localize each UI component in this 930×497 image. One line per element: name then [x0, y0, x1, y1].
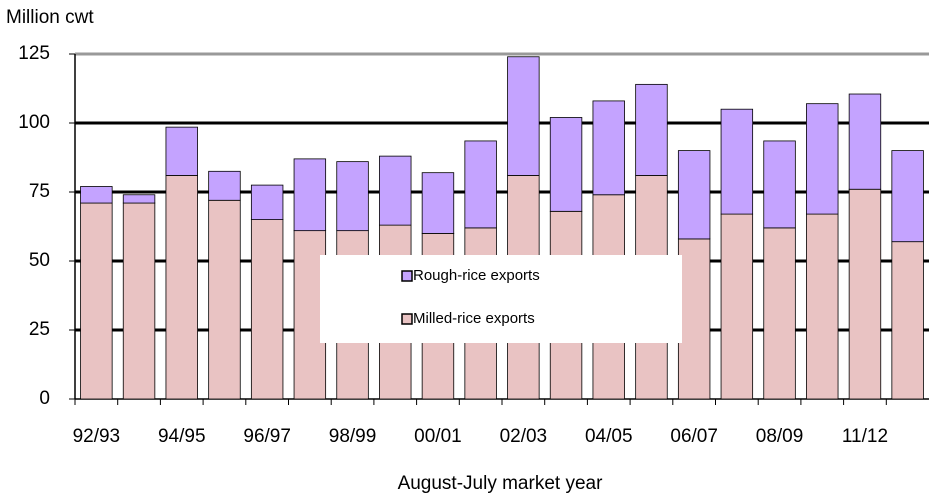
x-tick-label: 04/05	[585, 426, 633, 447]
legend-box	[320, 255, 682, 343]
legend-swatch	[401, 270, 413, 282]
x-tick-label: 11/12	[842, 426, 888, 447]
bar-segment	[592, 100, 625, 196]
bar-segment	[848, 188, 882, 400]
bar-segment	[549, 117, 583, 212]
bar-segment	[165, 175, 198, 400]
bar-segment	[763, 140, 796, 229]
bar-segment	[80, 202, 113, 400]
legend-label: Rough-rice exports	[413, 267, 540, 284]
bar-segment	[677, 150, 711, 240]
x-tick-label: 96/97	[243, 426, 291, 447]
bar-segment	[165, 126, 198, 176]
x-tick-label: 94/95	[158, 426, 206, 447]
bar-segment	[421, 172, 455, 234]
bar-segment	[80, 186, 113, 204]
bar-segment	[250, 219, 284, 400]
legend-swatch	[401, 313, 413, 325]
bar-segment	[635, 83, 668, 176]
bar-segment	[720, 108, 754, 215]
bar-segment	[208, 170, 241, 201]
x-tick-label: 00/01	[414, 426, 462, 447]
bar-segment	[379, 155, 412, 226]
bar-segment	[336, 161, 369, 232]
bar-segment	[122, 202, 156, 400]
bar-segment	[848, 93, 882, 190]
x-tick-label: 92/93	[73, 426, 121, 447]
bar-segment	[677, 238, 711, 400]
bar-segment	[891, 150, 924, 243]
y-tick-label: 0	[39, 388, 50, 409]
bar-segment	[806, 213, 839, 400]
bar-segment	[250, 184, 284, 221]
x-tick-label: 98/99	[329, 426, 377, 447]
bar-segment	[122, 194, 156, 204]
y-tick-label: 100	[18, 112, 50, 133]
y-tick-label: 50	[29, 250, 50, 271]
bar-segment	[208, 199, 241, 400]
y-tick-label: 25	[29, 319, 50, 340]
x-tick-label: 08/09	[756, 426, 804, 447]
bar-segment	[464, 140, 497, 229]
x-tick-label: 02/03	[500, 426, 548, 447]
legend-label: Milled-rice exports	[413, 310, 535, 327]
bar-segment	[293, 158, 327, 232]
x-axis-title: August-July market year	[398, 473, 604, 494]
bar-segment	[806, 103, 839, 215]
bar-segment	[720, 213, 754, 400]
bar-segment	[507, 56, 540, 176]
y-tick-label: 75	[29, 181, 50, 202]
y-axis-title: Million cwt	[6, 7, 94, 28]
bar-segment	[763, 227, 796, 400]
y-tick-label: 125	[18, 43, 50, 64]
x-tick-label: 06/07	[670, 426, 718, 447]
bar-segment	[891, 241, 924, 400]
